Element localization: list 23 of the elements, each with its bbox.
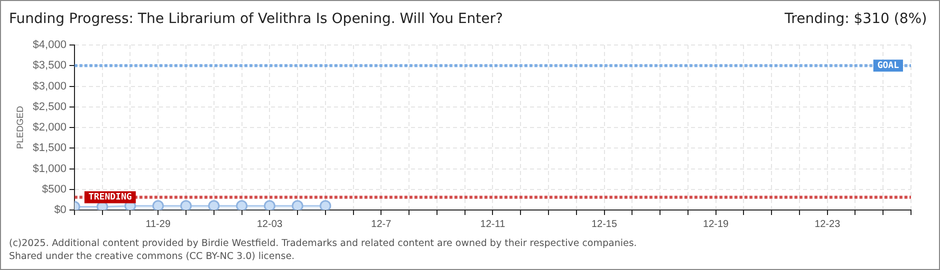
x-tick-label: 12-15 <box>591 218 618 230</box>
y-tick-label: $2,500 <box>32 100 66 113</box>
y-tick-label: $3,500 <box>32 60 66 72</box>
ref-line-label: GOAL <box>877 60 900 71</box>
x-tick-label: 12-7 <box>371 218 392 230</box>
chart-title: Funding Progress: The Librarium of Velithra Is Opening. Will You Enter? <box>9 11 503 27</box>
y-tick-label: $4,000 <box>32 39 66 52</box>
x-tick-label: 12-19 <box>703 218 730 230</box>
y-tick-label: $0 <box>54 204 66 216</box>
y-tick-label: $2,000 <box>32 122 66 134</box>
x-tick-label: 12-23 <box>814 218 841 230</box>
y-axis-title: PLEDGED <box>14 105 25 150</box>
x-tick-label: 12-03 <box>256 218 283 230</box>
text: (c)2025. Additional content provided by Birdie Westfield. Trademarks and related content are owned by their respective companies. <box>9 237 637 250</box>
x-tick-label: 12-11 <box>480 218 506 230</box>
y-tick-label: $3,000 <box>32 80 66 92</box>
chart-subtitle: Trending: $310 (8%) <box>784 11 927 27</box>
y-tick-label: $500 <box>42 183 66 196</box>
text: Shared under the creative commons (CC BY-NC 3.0) license. <box>9 250 296 263</box>
y-tick-label: $1,500 <box>32 142 66 154</box>
y-tick-label: $1,000 <box>32 162 66 175</box>
x-tick-label: 11-29 <box>146 218 171 230</box>
ref-line-label: TRENDING <box>88 192 132 203</box>
